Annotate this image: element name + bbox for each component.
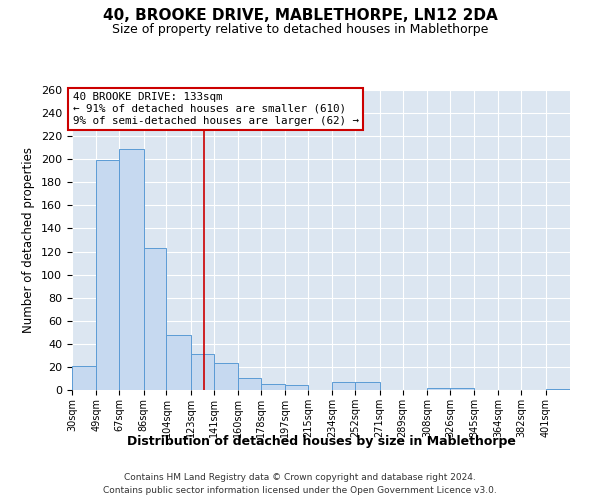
Text: Distribution of detached houses by size in Mablethorpe: Distribution of detached houses by size … [127,435,515,448]
Bar [143,248,166,390]
Bar [191,354,214,390]
Y-axis label: Number of detached properties: Number of detached properties [22,147,35,333]
Bar [285,386,308,390]
Bar [119,149,143,390]
Bar [332,382,355,390]
Bar [238,378,261,390]
Bar [546,389,570,390]
Bar [214,364,238,390]
Text: Contains HM Land Registry data © Crown copyright and database right 2024.: Contains HM Land Registry data © Crown c… [124,472,476,482]
Bar [355,382,380,390]
Bar [166,334,191,390]
Text: 40, BROOKE DRIVE, MABLETHORPE, LN12 2DA: 40, BROOKE DRIVE, MABLETHORPE, LN12 2DA [103,8,497,22]
Text: 40 BROOKE DRIVE: 133sqm
← 91% of detached houses are smaller (610)
9% of semi-de: 40 BROOKE DRIVE: 133sqm ← 91% of detache… [73,92,359,126]
Bar [427,388,450,390]
Text: Contains public sector information licensed under the Open Government Licence v3: Contains public sector information licen… [103,486,497,495]
Bar [96,160,119,390]
Text: Size of property relative to detached houses in Mablethorpe: Size of property relative to detached ho… [112,22,488,36]
Bar [261,384,285,390]
Bar [72,366,96,390]
Bar [450,388,474,390]
